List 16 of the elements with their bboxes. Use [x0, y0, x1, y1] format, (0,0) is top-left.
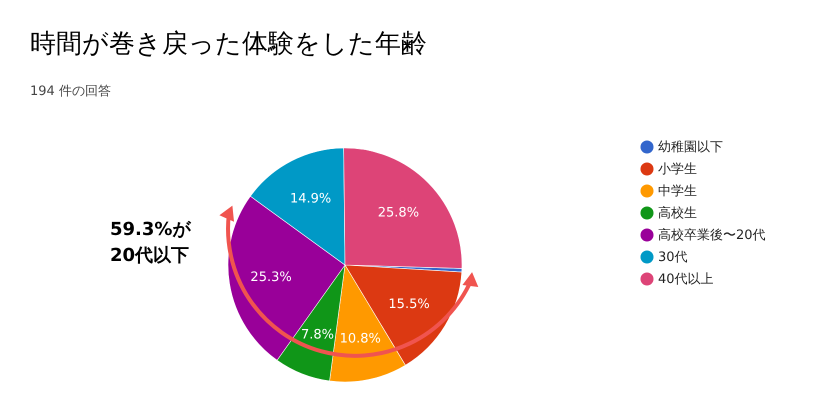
data-label: 14.9%	[290, 191, 332, 206]
legend-label: 40代以上	[658, 272, 714, 287]
legend-label: 小学生	[658, 162, 697, 177]
data-label: 25.3%	[250, 270, 292, 286]
legend-label: 30代	[658, 250, 688, 265]
chart-title: 時間が巻き戻った体験をした年齢	[30, 29, 427, 59]
text: 59.3%が 20代以下	[110, 219, 192, 266]
data-label: 10.8%	[340, 331, 381, 346]
data-label: 25.8%	[378, 206, 420, 221]
legend-label: 高校生	[658, 205, 697, 221]
legend-label: 幼稚園以下	[658, 140, 723, 155]
legend-label: 高校卒業後〜20代	[658, 227, 766, 243]
data-label: 7.8%	[301, 328, 334, 343]
data-label: 15.5%	[388, 296, 430, 312]
text: 194 件の回答	[30, 84, 111, 99]
legend-label: 中学生	[658, 184, 697, 199]
